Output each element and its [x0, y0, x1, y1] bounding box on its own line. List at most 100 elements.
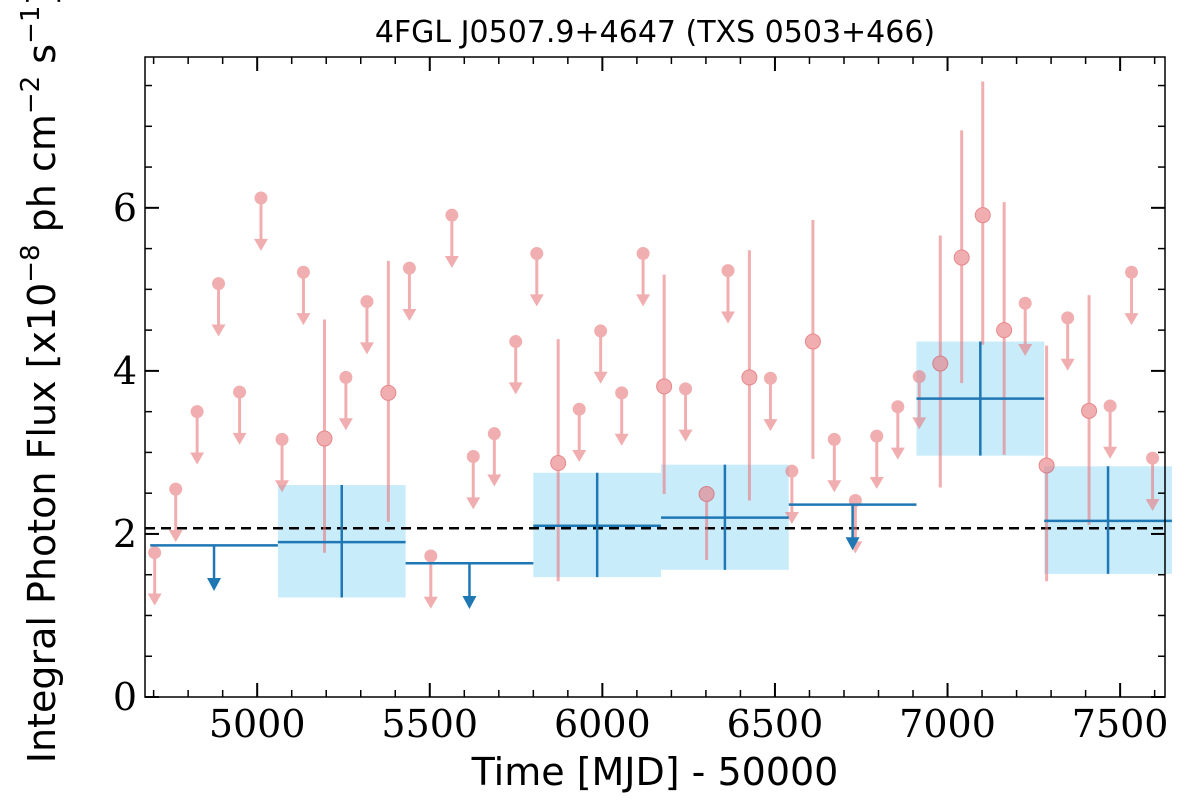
fine-upper-limit-32 — [1103, 399, 1118, 459]
fine-upper-limit-1 — [168, 482, 183, 542]
x-axis-label: Time [MJD] - 50000 — [471, 750, 839, 794]
fine-ul-point-6 — [275, 432, 289, 446]
fine-ul-arrowhead-32 — [1103, 446, 1118, 459]
fine-ul-arrowhead-0 — [147, 593, 162, 606]
fine-ul-point-10 — [402, 261, 416, 275]
fine-ul-point-1 — [169, 482, 183, 496]
fine-ul-arrowhead-15 — [508, 382, 523, 395]
fine-det-point-4 — [698, 485, 715, 502]
fine-ul-point-31 — [1061, 311, 1075, 325]
fine-upper-limit-25 — [827, 432, 842, 493]
fine-ul-arrowhead-6 — [275, 480, 290, 493]
fine-ul-arrowhead-34 — [1145, 498, 1160, 511]
y-axis-label-part-3: s — [20, 44, 64, 76]
fine-upper-limit-18 — [593, 324, 608, 384]
fine-ul-point-2 — [190, 405, 204, 419]
fine-det-point-12 — [1081, 402, 1098, 419]
y-tick-label-1: 2 — [113, 512, 137, 556]
fine-upper-limit-21 — [678, 382, 693, 442]
fine-det-point-3 — [656, 378, 673, 395]
fine-upper-limit-33 — [1124, 265, 1139, 326]
coarse-detection-1 — [533, 472, 662, 578]
fine-upper-limit-15 — [508, 335, 523, 395]
y-axis-label-exp-2: −2 — [16, 76, 46, 114]
fine-ul-arrowhead-25 — [827, 480, 842, 493]
fine-ul-point-28 — [891, 400, 905, 414]
fine-ul-arrowhead-18 — [593, 371, 608, 384]
fine-upper-limit-22 — [721, 264, 736, 324]
fine-ul-point-33 — [1125, 265, 1139, 279]
y-axis-label-part-4: ] — [20, 0, 64, 6]
fine-ul-arrowhead-24 — [784, 512, 799, 525]
fine-upper-limit-16 — [529, 246, 544, 307]
fine-upper-limit-23 — [763, 371, 778, 432]
x-tick-label-2: 6000 — [554, 702, 651, 746]
fine-ul-point-7 — [296, 265, 310, 279]
fine-ul-arrowhead-22 — [721, 311, 736, 324]
fine-ul-arrowhead-7 — [296, 313, 311, 326]
fine-detection-12 — [1081, 295, 1098, 525]
y-axis-label-exp-1: −8 — [16, 244, 46, 282]
fine-ul-arrowhead-3 — [211, 324, 226, 337]
fine-ul-point-4 — [233, 385, 247, 399]
fine-ul-arrowhead-10 — [402, 309, 417, 321]
fine-ul-arrowhead-11 — [423, 596, 438, 609]
coarse-upper-limit-1 — [405, 562, 534, 609]
fine-ul-point-27 — [870, 429, 884, 443]
fine-det-point-1 — [380, 384, 397, 401]
fine-ul-point-25 — [827, 432, 841, 446]
fine-upper-limit-34 — [1145, 451, 1160, 511]
fine-upper-limit-2 — [190, 405, 205, 465]
fine-upper-limit-5 — [253, 191, 268, 251]
fine-ul-point-8 — [339, 370, 353, 384]
fine-detection-0 — [316, 319, 333, 553]
fine-detection-6 — [804, 220, 821, 459]
fine-upper-limit-8 — [338, 370, 353, 431]
fine-ul-point-9 — [360, 295, 374, 309]
coarse-detection-3 — [916, 341, 1045, 456]
fine-ul-arrowhead-23 — [763, 419, 778, 432]
plot-area: 5000 5500 6000 6500 7000 7500 0 2 4 6 — [113, 56, 1172, 746]
fine-detection-11 — [1038, 345, 1055, 582]
fine-detection-1 — [380, 260, 397, 522]
fine-ul-arrowhead-8 — [338, 418, 353, 431]
fine-det-point-0 — [316, 430, 333, 447]
fine-upper-limit-17 — [572, 402, 587, 463]
coarse-ul-arrowhead-0 — [207, 578, 222, 592]
fine-upper-limit-3 — [211, 277, 226, 337]
y-axis-label-exp-3: −1 — [16, 6, 46, 44]
fine-ul-arrowhead-14 — [487, 474, 502, 487]
fine-ul-point-29 — [912, 370, 926, 384]
fine-ul-point-32 — [1103, 399, 1117, 413]
x-tick-label-0: 5000 — [209, 702, 306, 746]
fine-ul-point-23 — [763, 371, 777, 385]
y-axis-label-part-1: Integral Photon Flux [x10 — [20, 283, 64, 764]
fine-ul-arrowhead-13 — [466, 497, 481, 510]
x-tick-label-4: 7000 — [899, 702, 996, 746]
fine-upper-limit-31 — [1060, 311, 1075, 371]
fine-detection-10 — [996, 202, 1013, 455]
fine-upper-limit-30 — [1018, 296, 1033, 357]
fine-ul-arrowhead-31 — [1060, 358, 1075, 371]
fine-detection-7 — [932, 235, 949, 488]
fine-ul-arrowhead-19 — [614, 433, 629, 446]
fine-ul-arrowhead-30 — [1018, 344, 1033, 357]
fine-detection-3 — [656, 274, 673, 494]
fine-ul-point-18 — [594, 324, 608, 338]
coarse-upper-limit-2 — [788, 503, 917, 551]
fine-ul-arrowhead-4 — [232, 432, 247, 445]
fine-upper-limit-13 — [466, 449, 481, 510]
fine-upper-limit-9 — [359, 295, 374, 355]
coarse-detection-0 — [277, 485, 406, 598]
fine-det-point-2 — [550, 455, 567, 472]
fine-ul-arrowhead-12 — [444, 256, 459, 269]
fine-ul-arrowhead-5 — [253, 238, 268, 251]
fine-upper-limit-20 — [636, 246, 651, 307]
y-axis-label: Integral Photon Flux [x10−8 ph cm−2 s−1] — [16, 0, 64, 763]
y-axis-label-group: Integral Photon Flux [x10−8 ph cm−2 s−1] — [16, 0, 64, 763]
fine-det-point-6 — [804, 333, 821, 350]
fine-det-point-9 — [974, 207, 991, 224]
fine-ul-arrowhead-16 — [529, 294, 544, 307]
fine-ul-point-22 — [721, 264, 735, 278]
fine-ul-point-13 — [466, 449, 480, 463]
